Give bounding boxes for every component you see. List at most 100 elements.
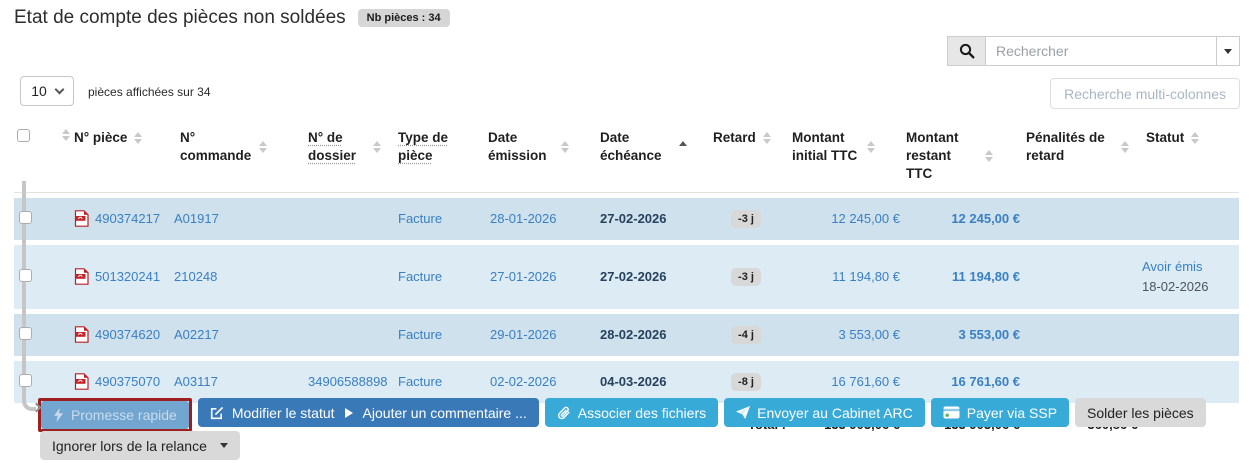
type-piece-value: Facture [398,269,443,285]
promesse-rapide-button[interactable]: Promesse rapide [41,401,189,429]
retard-badge: -4 j [731,325,761,344]
header-penalites[interactable]: Pénalités de retard [1022,123,1140,193]
lightning-icon [53,408,64,422]
ignorer-relance-button[interactable]: Ignorer lors de la relance [40,431,240,460]
table-header-row: N° pièce N° commande N° de dossier Type … [14,123,1239,193]
sort-icon [373,141,381,154]
header-num-dossier[interactable]: N° de dossier [300,123,396,193]
promesse-highlight-outline: Promesse rapide [38,398,192,432]
table-row: 490375070 A03117 34906588898 Facture 02-… [14,360,1239,403]
payer-ssp-button[interactable]: Payer via SSP [930,398,1070,427]
table-row: 490374217 A01917 Facture 28-01-2026 27-0… [14,197,1239,240]
commande-link[interactable]: A01917 [174,211,219,227]
play-icon [344,407,353,418]
retard-badge: -3 j [731,267,761,286]
pieces-shown-label: pièces affichées sur 34 [88,85,211,99]
type-piece-value: Facture [398,211,443,227]
solder-pieces-button[interactable]: Solder les pièces [1075,398,1206,427]
sort-icon [985,150,993,163]
date-echeance-value: 27-02-2026 [600,211,667,227]
commande-link[interactable]: 210248 [174,269,218,285]
date-emission-value: 29-01-2026 [490,327,557,343]
montant-restant-value: 11 194,80 € [952,269,1020,285]
pieces-table: N° pièce N° commande N° de dossier Type … [14,118,1239,449]
dossier-value: 34906588898 [308,374,388,390]
pieces-count-badge: Nb pièces : 34 [357,9,450,27]
commande-link[interactable]: A02217 [174,327,219,343]
penalites-value [1022,360,1140,403]
row-checkbox[interactable] [19,268,32,282]
header-montant-restant[interactable]: Montant restant TTC [902,123,1022,193]
piece-link[interactable]: 490374217 [95,211,161,227]
row-checkbox[interactable] [19,210,32,224]
credit-card-icon [943,406,960,419]
pdf-icon[interactable] [74,326,89,344]
header-type-piece[interactable]: Type de pièce [396,123,480,193]
chevron-down-icon [1224,48,1232,54]
header-retard[interactable]: Retard [704,123,788,193]
envoyer-cabinet-button[interactable]: Envoyer au Cabinet ARC [724,398,925,427]
date-echeance-value: 04-03-2026 [600,374,667,390]
statut-value: Avoir émis [1142,258,1203,274]
date-echeance-value: 28-02-2026 [600,327,667,343]
search-input[interactable] [985,36,1217,66]
date-echeance-value: 27-02-2026 [600,269,667,285]
header-document[interactable] [42,123,72,193]
actions-row: Promesse rapide Modifier le statut Ajout… [38,398,1206,432]
sort-ascending-icon [679,141,687,153]
page-title: Etat de compte des pièces non soldées [14,7,346,28]
header-select-all [14,123,42,193]
chevron-down-icon [54,84,65,94]
search-group [947,36,1240,66]
montant-initial-value: 11 194,80 € [832,269,900,285]
date-emission-value: 27-01-2026 [490,269,557,285]
date-emission-value: 28-01-2026 [490,211,557,227]
sort-icon [62,129,70,141]
retard-badge: -8 j [731,372,761,391]
table-row: 490374620 A02217 Facture 29-01-2026 28-0… [14,313,1239,356]
pdf-icon[interactable] [74,210,89,227]
sort-icon [561,141,569,154]
row-checkbox[interactable] [19,373,32,387]
title-row: Etat de compte des pièces non soldées Nb… [14,7,450,29]
piece-link[interactable]: 490374620 [95,327,161,343]
pdf-icon[interactable] [74,268,89,286]
header-num-commande[interactable]: N° commande [172,123,300,193]
search-icon [959,43,975,59]
type-piece-value: Facture [398,327,443,343]
modifier-statut-button[interactable]: Modifier le statut Ajouter un commentair… [197,398,539,427]
edit-icon [210,406,224,420]
header-statut[interactable]: Statut [1140,123,1239,193]
type-piece-value: Facture [398,374,443,390]
montant-restant-value: 3 553,00 € [958,327,1020,343]
retard-badge: -3 j [731,209,761,228]
sort-icon [259,141,267,154]
montant-initial-value: 3 553,00 € [838,327,900,343]
sort-icon [134,132,143,145]
actions-row-2: Ignorer lors de la relance [40,431,240,460]
sort-icon [1121,141,1129,154]
page-size-select[interactable]: 10 [20,76,74,106]
table-row: 501320241 210248 Facture 27-01-2026 27-0… [14,244,1239,309]
select-all-checkbox[interactable] [17,129,30,142]
piece-link[interactable]: 490375070 [95,374,161,390]
header-date-echeance[interactable]: Date échéance [592,123,704,193]
piece-link[interactable]: 501320241 [95,269,161,285]
associer-fichiers-button[interactable]: Associer des fichiers [544,398,719,427]
row-checkbox[interactable] [19,326,32,340]
header-date-emission[interactable]: Date émission [480,123,592,193]
multi-column-search-button[interactable]: Recherche multi-colonnes [1050,78,1240,109]
search-options-button[interactable] [1216,36,1240,66]
header-num-piece[interactable]: N° pièce [72,123,172,193]
sort-icon [762,132,771,145]
date-emission-value: 02-02-2026 [490,374,557,390]
header-montant-initial[interactable]: Montant initial TTC [788,123,902,193]
sort-icon [1191,132,1200,145]
commande-link[interactable]: A03117 [174,374,218,390]
montant-restant-value: 12 245,00 € [951,211,1020,227]
penalites-value [1022,197,1140,240]
sort-icon [867,141,875,154]
penalites-value [1022,244,1140,309]
pdf-icon[interactable] [74,373,89,391]
montant-restant-value: 16 761,60 € [951,374,1020,390]
